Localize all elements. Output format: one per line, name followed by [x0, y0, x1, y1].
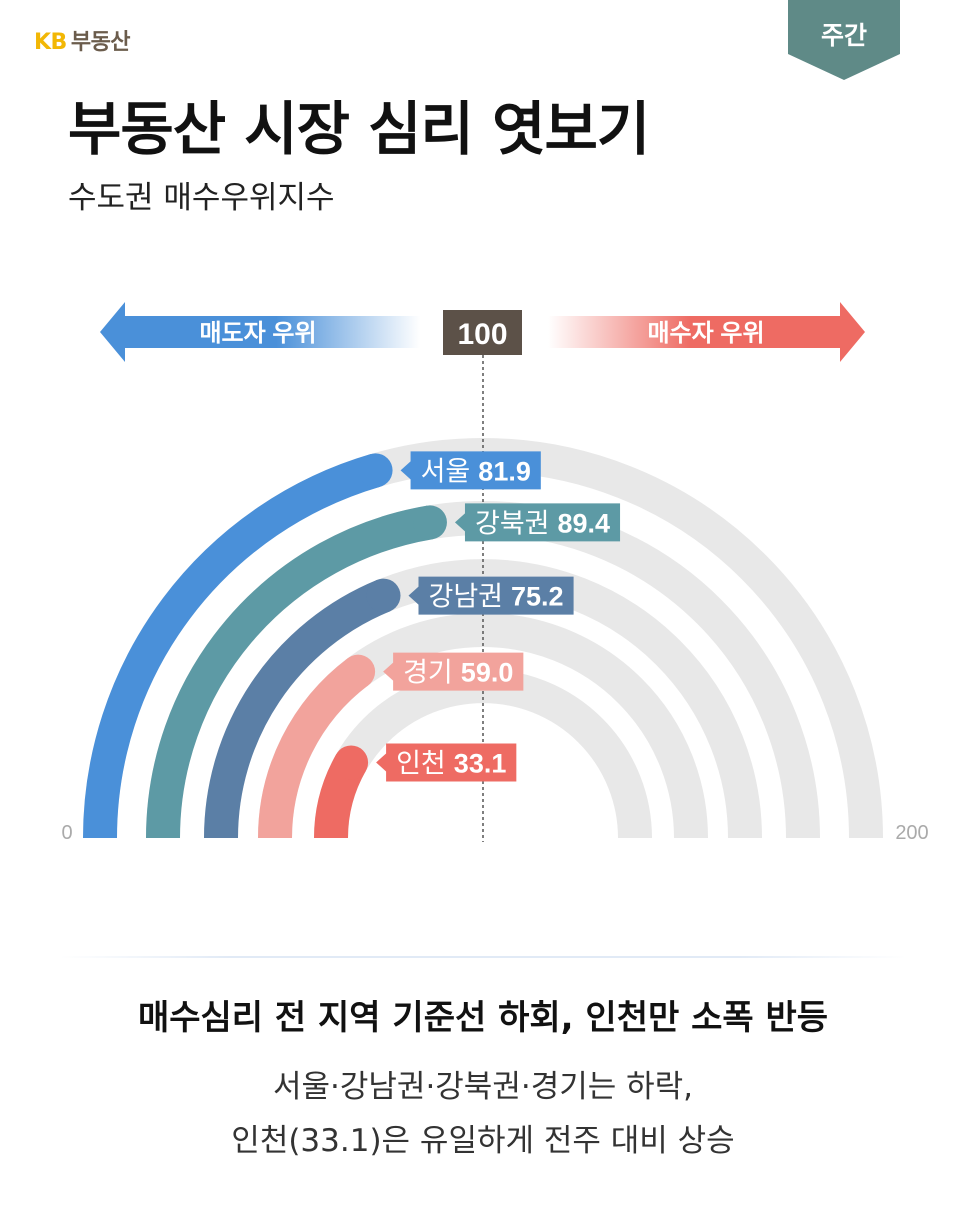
gauge-arc-4 [258, 658, 369, 839]
axis-min-label: 0 [61, 822, 72, 844]
brand-logo: KB 부동산 [34, 24, 131, 56]
series-name-1: 서울 [421, 456, 471, 486]
gauge-arc-1 [83, 454, 381, 839]
series-label-box [376, 743, 517, 782]
series-name-2: 강북권 [475, 508, 550, 538]
series-label-box [383, 652, 524, 691]
buyer-label: 매수자 우위 [647, 320, 764, 347]
axis-max-label: 200 [895, 822, 928, 844]
gauge-chart: 매도자 우위 매수자 우위 100 서울 81.9 강북권 89.4 강남권 75.2 경기… [61, 302, 929, 844]
series-name-5: 인천 [396, 749, 446, 779]
footer-line-1: 서울·강남권·강북권·경기는 하락, [272, 1069, 694, 1105]
footer-line-2: 인천(33.1)은 유일하게 전주 대비 상승 [231, 1123, 735, 1159]
series-label-box [400, 451, 541, 490]
series-value-4: 59.0 [461, 658, 514, 688]
page-subtitle: 수도권 매수우위지수 [68, 180, 335, 216]
gauge-arc-cap-5 [334, 745, 369, 780]
gauge-arc-cap-3 [366, 578, 401, 613]
series-value-2: 89.4 [558, 508, 611, 538]
gauge-arc-cap-2 [412, 505, 447, 540]
buyer-arrow: 매수자 우위 [548, 302, 865, 362]
brand-kb: KB [34, 30, 67, 55]
seller-label: 매도자 우위 [199, 320, 316, 347]
series-label-3: 강남권 75.2 [408, 576, 574, 615]
badge-label: 주간 [820, 21, 867, 50]
gauge-arc-3 [204, 579, 391, 839]
series-label-4: 경기 59.0 [383, 652, 524, 691]
gauge-labels: 서울 81.9 강북권 89.4 강남권 75.2 경기 59.0 인천 33.1 [376, 451, 621, 782]
series-label-box [408, 576, 574, 615]
series-label-box [454, 503, 621, 542]
badge-shape-icon [788, 0, 900, 80]
footer-body: 서울·강남권·강북권·경기는 하락, 인천(33.1)은 유일하게 전주 대비 … [0, 1060, 966, 1168]
brand-name: 부동산 [70, 30, 131, 55]
series-value-5: 33.1 [454, 749, 507, 779]
gauge-arc-cap-4 [341, 654, 376, 689]
page-title: 부동산 시장 심리 엿보기 [68, 95, 650, 163]
series-value-1: 81.9 [478, 456, 531, 486]
gauge-arc-cap-1 [358, 453, 393, 488]
footer-headline: 매수심리 전 지역 기준선 하회, 인천만 소폭 반등 [137, 998, 829, 1038]
center-reference: 100 [443, 310, 522, 355]
weekly-badge: 주간 [788, 0, 900, 80]
series-label-2: 강북권 89.4 [454, 503, 621, 542]
series-name-3: 강남권 [429, 582, 504, 612]
seller-arrow: 매도자 우위 [100, 302, 420, 362]
divider [60, 956, 906, 958]
center-label: 100 [457, 318, 507, 351]
series-label-5: 인천 33.1 [376, 743, 517, 782]
gauge-arc-2 [146, 505, 433, 839]
series-value-3: 75.2 [511, 582, 564, 612]
gauge-arcs [83, 453, 447, 839]
series-label-1: 서울 81.9 [400, 451, 541, 490]
series-name-4: 경기 [403, 658, 453, 688]
